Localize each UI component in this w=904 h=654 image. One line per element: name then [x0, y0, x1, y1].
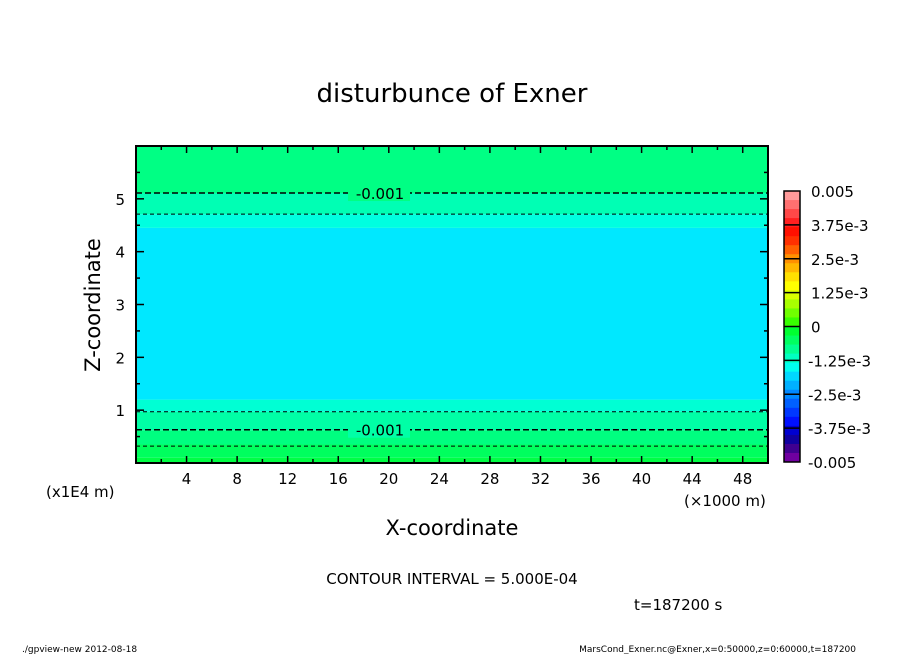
contour-label-bg	[348, 185, 410, 202]
colorbar-swatch	[784, 353, 800, 364]
colorbar-swatch	[784, 281, 800, 291]
colorbar-swatch	[784, 308, 800, 318]
chart-title: disturbunce of Exner	[317, 79, 588, 109]
y-axis-label: Z-coordinate	[81, 238, 105, 372]
colorbar-swatch	[784, 416, 800, 427]
colorbar-swatch	[784, 443, 800, 454]
contour-band	[136, 399, 768, 412]
contour-band	[136, 444, 768, 458]
y-tick-label: 1	[115, 402, 125, 420]
colorbar-tick-label: 3.75e-3	[811, 217, 869, 235]
x-tick-label: 40	[632, 470, 651, 488]
x-tick-label: 44	[683, 470, 702, 488]
y-tick-label: 5	[115, 191, 125, 209]
colorbar-swatch	[784, 227, 800, 237]
x-tick-label: 8	[232, 470, 242, 488]
colorbar-swatch	[784, 425, 800, 436]
x-tick-label: 32	[531, 470, 550, 488]
contour-band	[136, 146, 768, 194]
colorbar-swatch	[784, 380, 800, 391]
colorbar-swatch	[784, 335, 800, 346]
contour-band	[136, 214, 768, 228]
colorbar-swatch	[784, 236, 800, 246]
contour-band	[136, 227, 768, 400]
colorbar-swatch	[784, 263, 800, 273]
colorbar-tick-label: -3.75e-3	[808, 420, 871, 438]
contour-label: -0.001	[356, 185, 404, 203]
x-tick-label: 12	[278, 470, 297, 488]
colorbar-swatch	[784, 371, 800, 382]
contour-label: -0.001	[356, 422, 404, 440]
colorbar-swatch	[784, 200, 800, 210]
colorbar-swatch	[784, 317, 800, 327]
x-tick-label: 36	[581, 470, 600, 488]
x-tick-label: 28	[480, 470, 499, 488]
x-tick-label: 48	[733, 470, 752, 488]
colorbar-swatch	[784, 434, 800, 445]
colorbar-swatch	[784, 245, 800, 255]
contour-band	[136, 411, 768, 431]
x-axis-label: X-coordinate	[386, 516, 519, 540]
x-tick-label: 4	[182, 470, 192, 488]
colorbar-swatch	[784, 299, 800, 309]
colorbar-tick-label: 0.005	[811, 183, 854, 201]
colorbar-tick-label: 1.25e-3	[811, 285, 869, 303]
contour-label-bg	[348, 421, 410, 438]
colorbar-tick-label: -0.005	[808, 454, 856, 472]
contour-interval: CONTOUR INTERVAL = 5.000E-04	[326, 570, 577, 588]
contour-band	[136, 193, 768, 215]
footer-right: MarsCond_Exner.nc@Exner,x=0:50000,z=0:60…	[579, 645, 856, 654]
colorbar-swatch	[784, 344, 800, 355]
colorbar-swatch	[784, 326, 800, 337]
y-tick-label: 4	[115, 244, 125, 262]
y-unit-label: (x1E4 m)	[46, 483, 115, 501]
colorbar-swatch	[784, 209, 800, 219]
colorbar-tick-label: -1.25e-3	[808, 352, 871, 370]
contour-band	[136, 457, 768, 463]
colorbar-swatch	[784, 272, 800, 282]
x-tick-label: 24	[430, 470, 449, 488]
contour-band	[136, 430, 768, 445]
x-unit-label: (×1000 m)	[684, 492, 766, 510]
x-tick-label: 16	[329, 470, 348, 488]
colorbar-swatch	[784, 218, 800, 228]
colorbar-swatch	[784, 362, 800, 373]
time-label: t=187200 s	[634, 596, 722, 614]
footer-left: ./gpview-new 2012-08-18	[22, 645, 137, 654]
colorbar-tick-label: 2.5e-3	[811, 251, 859, 269]
colorbar-tick-label: 0	[811, 319, 821, 337]
x-tick-label: 20	[379, 470, 398, 488]
y-tick-label: 3	[115, 297, 125, 315]
colorbar-swatch	[784, 452, 800, 463]
colorbar-swatch	[784, 398, 800, 409]
colorbar-tick-label: -2.5e-3	[808, 386, 861, 404]
y-tick-label: 2	[115, 349, 125, 367]
colorbar: 0.005 3.75e-3 2.5e-3 1.25e-3 0 -1.25e-3 -2.5e-…	[783, 183, 871, 472]
colorbar-swatch	[784, 191, 800, 201]
colorbar-swatch	[784, 290, 800, 300]
colorbar-swatch	[784, 407, 800, 418]
